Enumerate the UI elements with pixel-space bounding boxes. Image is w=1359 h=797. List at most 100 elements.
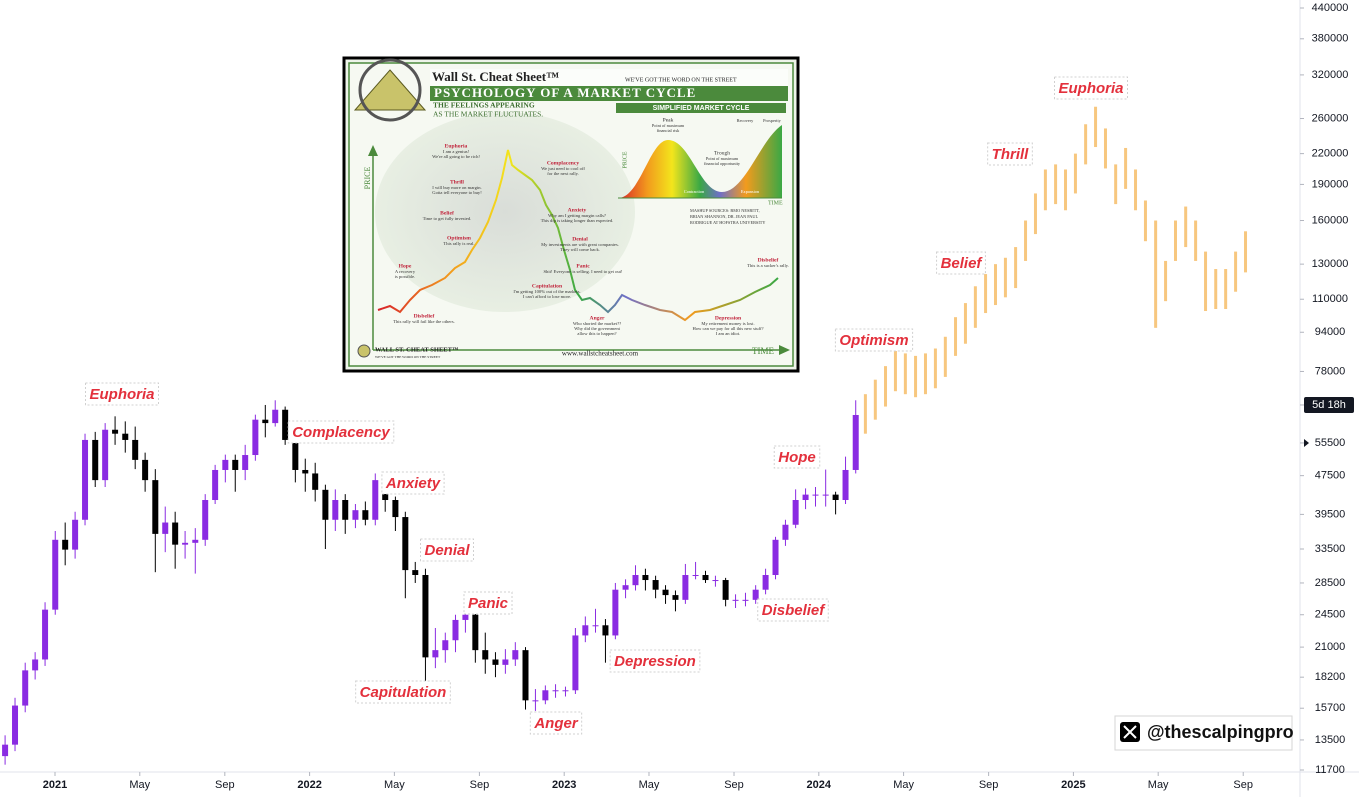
candle-body [72, 519, 79, 550]
annotation-box [773, 445, 821, 469]
cycle-note: Point of maximum [652, 123, 685, 128]
candle-body [92, 439, 99, 481]
cycle-note: financial opportunity [704, 161, 741, 166]
candle-body [182, 542, 189, 545]
y-tick-label: 13500 [1315, 734, 1346, 746]
candle-body [222, 459, 229, 470]
arrow-head [779, 345, 790, 355]
stage-label: Euphoria [445, 143, 468, 149]
x-tick-label: 2022 [297, 779, 321, 791]
projection-bar [1164, 260, 1168, 302]
candle-body [472, 614, 479, 651]
y-tick-label: 39500 [1315, 508, 1346, 520]
projection-bar [1214, 269, 1218, 310]
countdown: 5d 18h [1312, 399, 1346, 411]
y-tick-label: 78000 [1315, 365, 1346, 377]
inset-picture: Wall St. Cheat Sheet™ We've got the word… [342, 56, 800, 373]
x-tick-label: May [639, 779, 660, 791]
annotation-box [987, 142, 1033, 166]
stage-label: Denial [572, 236, 588, 242]
candle-body [812, 494, 819, 496]
stage-quote: Time to get fully invested. [423, 216, 471, 221]
countdown-box [1304, 396, 1354, 413]
logo-ring [358, 58, 422, 122]
candle-body [702, 575, 709, 581]
y-tick-label: 55500 [1315, 437, 1346, 449]
candle-body [212, 469, 219, 501]
stage-quote: This rally is real. [443, 241, 474, 246]
candle-body [122, 433, 129, 440]
watermark: @thescalpingpro [1147, 722, 1294, 742]
stage-label: Hope [399, 263, 412, 269]
candle-body [292, 439, 299, 470]
candle-body [162, 522, 169, 534]
projection-bar [933, 348, 937, 389]
candle-body [402, 517, 409, 571]
candle-body [362, 510, 369, 520]
candle-body [372, 480, 379, 520]
x-logo-mark [1123, 725, 1137, 739]
y-tick-label: 380000 [1312, 33, 1349, 45]
y-tick-label: 110000 [1312, 293, 1348, 305]
annotation-box [834, 328, 914, 352]
cycle-contraction: Contraction [684, 189, 705, 194]
candle-body [772, 539, 779, 576]
candle-body [452, 619, 459, 641]
stage-label: Optimism [447, 235, 471, 241]
stage-label: Thrill [450, 179, 464, 185]
candle-body [682, 575, 689, 600]
cycle-recovery: Recovery [737, 118, 754, 123]
stage-label: Anger [590, 315, 605, 321]
projection-bar [914, 355, 918, 398]
y-tick-label: 33500 [1315, 543, 1346, 555]
candle-body [312, 473, 319, 490]
annotation-box [609, 649, 701, 673]
candle-body [332, 500, 339, 520]
annotation-box [355, 680, 451, 704]
price-label: PRICE [363, 167, 372, 190]
cycle-expansion: Expansion [741, 189, 760, 194]
annotation: Panic [468, 595, 509, 612]
projection-bar [1054, 164, 1058, 205]
arrow-head [368, 145, 378, 156]
stage-quote: Gotta tell everyone to buy! [432, 190, 482, 195]
candle-body [272, 409, 279, 424]
projection-bar [1103, 128, 1107, 169]
cycle-trough: Trough [714, 150, 730, 156]
candle-body [572, 635, 579, 691]
projection-bar [954, 317, 958, 356]
stage-quote: Who shorted the market?? [573, 321, 621, 326]
cycle-time: TIME [768, 200, 783, 206]
stage-quote: for the next rally. [547, 171, 579, 176]
candle-body [342, 500, 349, 520]
stage-label: Panic [576, 263, 590, 269]
candle-body [32, 659, 39, 671]
x-tick-label: 2021 [43, 779, 67, 791]
watermark-badge: @thescalpingpro [1114, 715, 1294, 751]
x-tick-label: May [1148, 779, 1169, 791]
candle-body [352, 510, 359, 520]
stage-quote: This dip is taking longer than expected. [541, 218, 614, 223]
annotation: Belief [941, 255, 984, 272]
candle-body [592, 625, 599, 627]
candle-body [2, 744, 9, 757]
inset-title: Psychology of a Market Cycle [434, 85, 696, 100]
stage-quote: They will come back. [560, 247, 600, 252]
candle-body [512, 650, 519, 660]
y-tick-label: 130000 [1312, 258, 1349, 270]
stage-label: Capitulation [532, 283, 563, 289]
projection-bar [1194, 220, 1198, 261]
stage-quote: Why did the government [574, 326, 621, 331]
candle-body [792, 500, 799, 525]
candle-body [502, 659, 509, 665]
candle-body [642, 575, 649, 581]
candle-body [722, 580, 729, 600]
stage-quote: Why am I getting margin calls? [548, 213, 606, 218]
candle-body [562, 690, 569, 692]
y-tick-label: 440000 [1312, 2, 1349, 14]
title-band [430, 86, 788, 101]
projection-bar [1154, 220, 1158, 328]
x-tick-label: Sep [1233, 779, 1253, 791]
stage-label: Disbelief [758, 257, 779, 263]
